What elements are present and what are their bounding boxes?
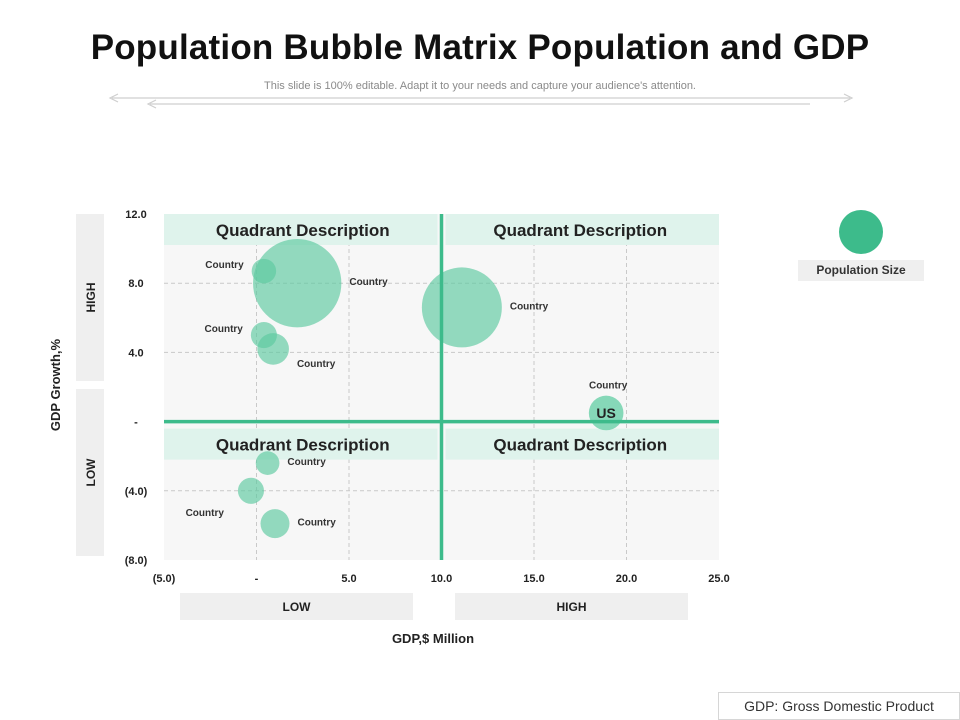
bubble-label: Country xyxy=(589,381,628,392)
y-tick-label: (8.0) xyxy=(125,555,148,567)
y-tick-label: - xyxy=(134,417,138,429)
y-tick-label: 8.0 xyxy=(128,278,143,290)
bubble-label: Country xyxy=(297,518,336,529)
bubble xyxy=(253,239,342,328)
x-tick-label: 20.0 xyxy=(616,573,637,585)
arrow-right-icon xyxy=(843,93,854,103)
bubble-label: Country xyxy=(287,457,326,468)
bubble xyxy=(237,477,264,504)
y-band xyxy=(76,214,104,381)
page-title: Population Bubble Matrix Population and … xyxy=(90,28,870,67)
x-tick-label: - xyxy=(255,573,259,585)
y-tick-label: 4.0 xyxy=(128,347,143,359)
y-tick-label: (4.0) xyxy=(125,486,148,498)
x-tick-label: 25.0 xyxy=(708,573,729,585)
bubble-label: Country xyxy=(205,324,244,335)
x-band xyxy=(455,593,688,620)
x-axis-title: GDP,$ Million xyxy=(392,631,474,646)
y-tick-label: 12.0 xyxy=(125,209,146,221)
x-band-label: HIGH xyxy=(557,600,587,614)
bubble-label: Country xyxy=(205,260,244,271)
bubble-label: Country xyxy=(349,277,388,288)
quadrant-description-label: Quadrant Description xyxy=(493,436,667,455)
arrow-left-icon xyxy=(146,99,157,109)
bubble xyxy=(421,267,502,348)
y-band-label: LOW xyxy=(84,458,98,487)
y-axis-title: GDP Growth,% xyxy=(48,338,63,431)
bubble xyxy=(255,451,280,475)
bubble xyxy=(260,509,290,539)
arrow-left-icon xyxy=(108,93,119,103)
quadrant-description-label: Quadrant Description xyxy=(216,436,390,455)
quadrant-header xyxy=(445,214,719,245)
quadrant-header xyxy=(164,428,438,460)
bubble-label: Country xyxy=(297,359,336,370)
x-tick-label: 10.0 xyxy=(431,573,452,585)
x-tick-label: 5.0 xyxy=(341,573,356,585)
y-band-label: HIGH xyxy=(84,283,98,313)
x-band xyxy=(180,593,413,620)
bubble-inside-label: US xyxy=(596,405,615,421)
footnote: GDP: Gross Domestic Product xyxy=(718,692,960,720)
quadrant-header xyxy=(445,428,719,460)
bubble xyxy=(257,333,289,365)
x-tick-label: 15.0 xyxy=(523,573,544,585)
bubble-label: Country xyxy=(510,301,549,312)
quadrant-description-label: Quadrant Description xyxy=(493,221,667,240)
quadrant-description-label: Quadrant Description xyxy=(216,221,390,240)
legend-bubble-icon xyxy=(839,210,883,254)
page-subtitle: This slide is 100% editable. Adapt it to… xyxy=(264,80,696,92)
y-band xyxy=(76,389,104,556)
bubble-label: Country xyxy=(186,508,225,519)
legend-label: Population Size xyxy=(798,260,924,281)
x-tick-label: (5.0) xyxy=(153,573,176,585)
x-band-label: LOW xyxy=(283,600,312,614)
